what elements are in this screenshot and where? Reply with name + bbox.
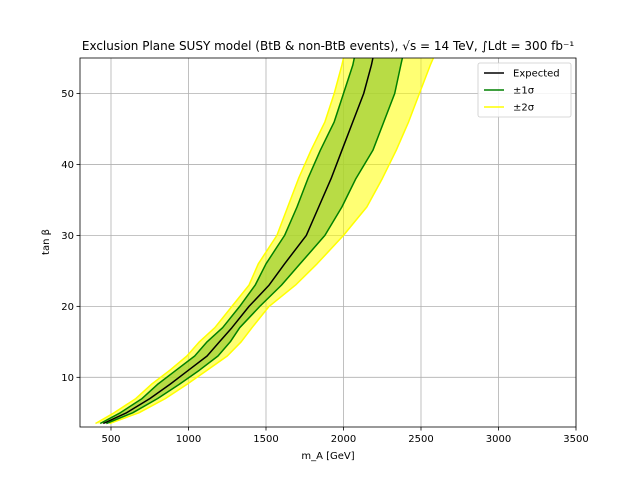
plus-two-sigma-line <box>109 57 435 425</box>
x-tick-label: 1500 <box>253 434 278 445</box>
x-tick-label: 3000 <box>486 434 511 445</box>
x-axis-label: m_A [GeV] <box>301 451 354 462</box>
x-tick-label: 3500 <box>563 434 588 445</box>
y-axis-label: tan β <box>41 229 52 255</box>
one-sigma-band <box>100 58 403 424</box>
x-tick-label: 500 <box>101 434 120 445</box>
y-tick-label: 30 <box>61 231 74 242</box>
series-lines <box>95 57 435 425</box>
minus-one-sigma-line <box>99 57 356 425</box>
plot-area-frame <box>79 57 577 428</box>
minus-two-sigma-line <box>95 57 345 425</box>
expected-line <box>102 57 374 425</box>
axis-ticks: 500 1000 1500 2000 2500 3000 3500 10 20 30 40 50 <box>61 89 588 445</box>
plus-one-sigma-line <box>106 57 404 425</box>
x-tick-label: 2500 <box>408 434 433 445</box>
y-tick-label: 50 <box>61 89 74 100</box>
x-tick-label: 2000 <box>331 434 356 445</box>
legend: Expected ±1σ ±2σ <box>477 62 572 118</box>
y-tick-label: 20 <box>61 302 74 313</box>
chart-title: Exclusion Plane SUSY model (BtB & non-Bt… <box>82 39 574 53</box>
y-tick-label: 10 <box>61 373 74 384</box>
legend-box <box>477 62 572 118</box>
y-tick-label: 40 <box>61 160 74 171</box>
x-tick-label: 1000 <box>176 434 201 445</box>
bands <box>95 58 434 424</box>
legend-label: Expected <box>513 69 560 80</box>
legend-label: ±2σ <box>513 103 535 114</box>
legend-label: ±1σ <box>513 86 535 97</box>
